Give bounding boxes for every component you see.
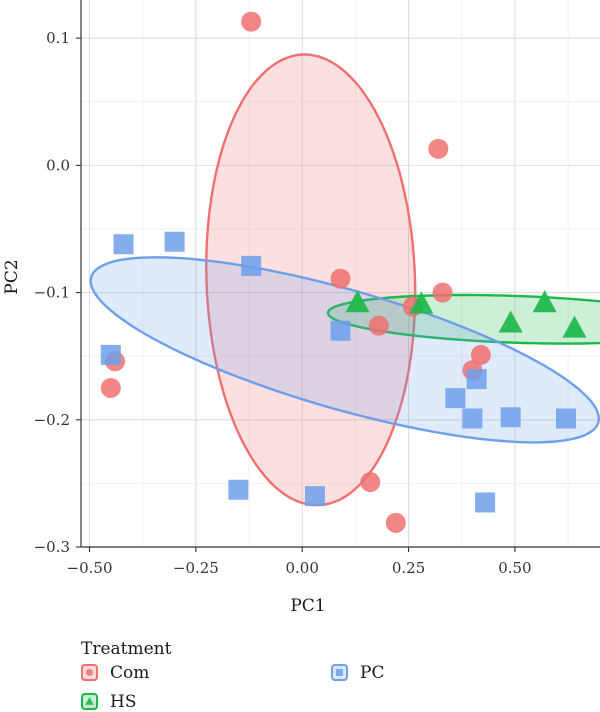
point-hs [562,315,587,338]
point-hs [498,310,523,333]
y-tick-label: 0.1 [46,29,70,47]
legend-key-com [81,664,98,681]
point-pc [445,388,466,409]
ellipse-pc [89,256,600,444]
legend-marker-pc [336,669,343,676]
point-pc [241,255,262,276]
grid [81,0,600,547]
x-tick-label: 0.50 [498,559,531,577]
x-tick-label: −0.25 [173,559,219,577]
point-com [432,282,453,303]
point-com [360,472,381,493]
point-com [330,268,351,289]
point-pc [475,492,496,513]
legend-marker-hs [85,697,94,705]
y-axis-title: PC2 [2,259,22,294]
point-pc [555,408,576,429]
point-pc [462,408,483,429]
point-pc [466,369,487,390]
legend-title: Treatment [81,639,172,659]
legend-key-hs [81,693,98,710]
legend: Treatment Com HS PC [81,639,384,712]
legend-label-com: Com [110,663,149,683]
legend-marker-com [86,669,93,676]
x-tick-label: 0.00 [286,559,319,577]
point-hs [409,291,434,314]
point-pc [100,344,121,365]
point-com [470,344,491,365]
point-pc [164,231,185,252]
data-points [100,11,587,533]
ellipse-hs [326,293,600,345]
y-tick-label: −0.1 [34,284,70,302]
legend-label-pc: PC [360,663,384,683]
y-tick-label: −0.3 [34,538,70,556]
point-hs [345,290,370,313]
y-tick-label: 0.0 [46,156,70,174]
legend-key-pc [331,664,348,681]
point-pc [228,479,249,500]
point-pc [304,486,325,507]
x-axis-title: PC1 [290,596,325,616]
point-hs [532,290,557,313]
point-com [368,315,389,336]
y-tick-label: −0.2 [34,411,70,429]
legend-label-hs: HS [110,692,136,712]
x-tick-label: −0.50 [67,559,113,577]
axes [80,0,600,548]
point-pc [500,407,521,428]
point-pc [330,320,351,341]
confidence-ellipses [89,53,600,507]
x-tick-label: 0.25 [392,559,425,577]
point-com [385,512,406,533]
point-com [428,138,449,159]
point-com [241,11,262,32]
point-pc [113,234,134,255]
tick-labels: −0.50 −0.25 0.00 0.25 0.50 0.1 0.0 −0.1 −0.2 −0.3 [34,29,532,577]
point-com [100,377,121,398]
